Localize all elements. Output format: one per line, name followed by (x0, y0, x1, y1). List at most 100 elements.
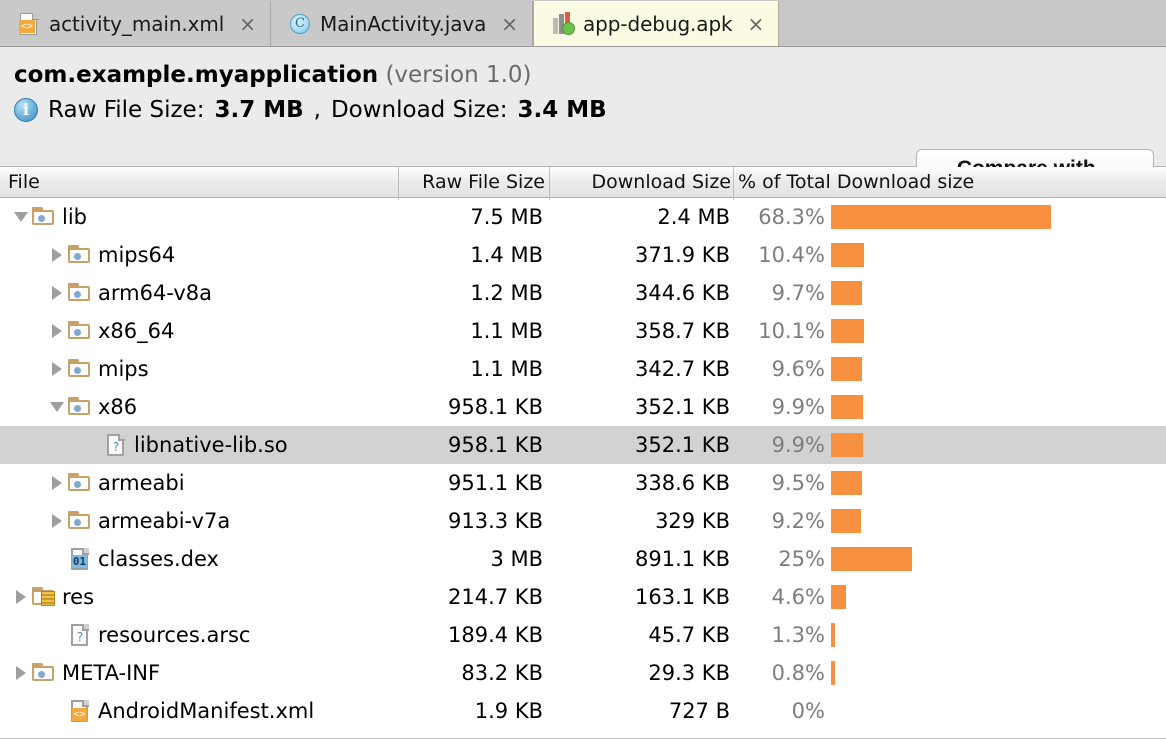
cell-download-size: 371.9 KB (635, 243, 730, 267)
column-header-raw-file-size[interactable]: Raw File Size (398, 167, 549, 197)
expand-toggle-collapsed[interactable] (46, 236, 68, 274)
folder-icon (68, 396, 92, 418)
cell-percent: 0% (791, 699, 825, 723)
tab-mainactivity-java[interactable]: C MainActivity.java × (271, 1, 534, 46)
tab-label: MainActivity.java (320, 11, 487, 36)
table-row[interactable]: armeabi-v7a 913.3 KB 329 KB 9.2% (0, 502, 1166, 540)
expand-toggle-expanded[interactable] (46, 388, 68, 426)
package-name: com.example.myapplication (14, 62, 379, 88)
close-icon[interactable]: × (239, 11, 256, 36)
unknown-file-icon: ? (68, 624, 92, 646)
expand-toggle-collapsed[interactable] (10, 654, 32, 692)
cell-file[interactable]: res (0, 578, 398, 616)
cell-percent: 9.9% (771, 395, 825, 419)
xml-file-icon: <> (18, 12, 40, 36)
cell-percent-bar (831, 692, 1166, 730)
cell-file[interactable]: armeabi (0, 464, 398, 502)
apk-icon (552, 11, 576, 36)
file-name: libnative-lib.so (134, 433, 288, 457)
cell-file[interactable]: mips (0, 350, 398, 388)
cell-file[interactable]: ? libnative-lib.so (0, 426, 398, 464)
cell-percent-bar (831, 350, 1166, 388)
cell-file[interactable]: META-INF (0, 654, 398, 692)
expand-toggle-placeholder (46, 540, 68, 578)
cell-file[interactable]: <> AndroidManifest.xml (0, 692, 398, 730)
cell-file[interactable]: ? resources.arsc (0, 616, 398, 654)
xml-file-icon: <> (68, 700, 92, 722)
expand-toggle-collapsed[interactable] (46, 274, 68, 312)
dex-file-icon: 01 (68, 548, 92, 570)
cell-file[interactable]: mips64 (0, 236, 398, 274)
cell-raw-file-size: 958.1 KB (448, 433, 543, 457)
percent-bar (831, 661, 835, 685)
file-name: x86 (98, 395, 138, 419)
expand-toggle-collapsed[interactable] (46, 350, 68, 388)
file-name: arm64-v8a (98, 281, 212, 305)
table-row[interactable]: lib 7.5 MB 2.4 MB 68.3% (0, 198, 1166, 236)
cell-percent-bar (831, 312, 1166, 350)
expand-toggle-expanded[interactable] (10, 198, 32, 236)
cell-file[interactable]: x86_64 (0, 312, 398, 350)
cell-percent: 9.5% (771, 471, 825, 495)
cell-raw-file-size: 1.4 MB (470, 243, 543, 267)
folder-icon (68, 320, 92, 342)
table-row[interactable]: ? resources.arsc 189.4 KB 45.7 KB 1.3% (0, 616, 1166, 654)
percent-bar (831, 205, 1051, 229)
tab-app-debug-apk[interactable]: app-debug.apk × (533, 1, 780, 46)
expand-toggle-collapsed[interactable] (46, 312, 68, 350)
table-row[interactable]: x86_64 1.1 MB 358.7 KB 10.1% (0, 312, 1166, 350)
cell-percent-bar (831, 198, 1166, 236)
table-row[interactable]: res 214.7 KB 163.1 KB 4.6% (0, 578, 1166, 616)
cell-percent: 68.3% (758, 205, 825, 229)
cell-file[interactable]: x86 (0, 388, 398, 426)
download-size-value: 3.4 MB (517, 97, 607, 123)
cell-percent: 9.2% (771, 509, 825, 533)
expand-toggle-collapsed[interactable] (46, 464, 68, 502)
cell-percent-bar (831, 274, 1166, 312)
cell-download-size: 29.3 KB (648, 661, 730, 685)
table-row[interactable]: META-INF 83.2 KB 29.3 KB 0.8% (0, 654, 1166, 692)
info-icon: i (14, 98, 38, 122)
expand-toggle-collapsed[interactable] (10, 578, 32, 616)
cell-download-size: 352.1 KB (635, 395, 730, 419)
cell-raw-file-size: 7.5 MB (470, 205, 543, 229)
cell-download-size: 163.1 KB (635, 585, 730, 609)
column-header-download-size[interactable]: Download Size (549, 167, 733, 197)
tab-activity-main-xml[interactable]: <> activity_main.xml × (0, 1, 271, 46)
cell-file[interactable]: arm64-v8a (0, 274, 398, 312)
folder-icon (68, 358, 92, 380)
percent-bar (831, 357, 862, 381)
res-folder-icon (32, 586, 56, 608)
cell-file[interactable]: lib (0, 198, 398, 236)
table-row[interactable]: ? libnative-lib.so 958.1 KB 352.1 KB 9.9% (0, 426, 1166, 464)
column-header-file[interactable]: File (8, 171, 40, 193)
cell-download-size: 891.1 KB (635, 547, 730, 571)
percent-bar (831, 547, 912, 571)
percent-bar (831, 395, 863, 419)
table-row[interactable]: x86 958.1 KB 352.1 KB 9.9% (0, 388, 1166, 426)
cell-percent-bar (831, 464, 1166, 502)
apk-file-tree[interactable]: lib 7.5 MB 2.4 MB 68.3% mips64 1.4 MB 371.9 KB… (0, 198, 1166, 730)
cell-file[interactable]: armeabi-v7a (0, 502, 398, 540)
table-row[interactable]: 01 classes.dex 3 MB 891.1 KB 25% (0, 540, 1166, 578)
folder-icon (32, 206, 56, 228)
column-header-percent-of-total[interactable]: % of Total Download size (733, 167, 1166, 197)
close-icon[interactable]: × (747, 11, 765, 36)
table-row[interactable]: <> AndroidManifest.xml 1.9 KB 727 B 0% (0, 692, 1166, 730)
cell-file[interactable]: 01 classes.dex (0, 540, 398, 578)
expand-toggle-collapsed[interactable] (46, 502, 68, 540)
cell-percent: 4.6% (771, 585, 825, 609)
table-row[interactable]: armeabi 951.1 KB 338.6 KB 9.5% (0, 464, 1166, 502)
cell-percent: 0.8% (771, 661, 825, 685)
cell-download-size: 2.4 MB (657, 205, 730, 229)
tab-label: activity_main.xml (49, 11, 225, 36)
table-row[interactable]: mips 1.1 MB 342.7 KB 9.6% (0, 350, 1166, 388)
close-icon[interactable]: × (501, 11, 519, 36)
cell-raw-file-size: 3 MB (490, 547, 543, 571)
cell-download-size: 329 KB (655, 509, 730, 533)
folder-icon (68, 282, 92, 304)
table-row[interactable]: mips64 1.4 MB 371.9 KB 10.4% (0, 236, 1166, 274)
table-row[interactable]: arm64-v8a 1.2 MB 344.6 KB 9.7% (0, 274, 1166, 312)
column-divider (549, 168, 550, 200)
cell-raw-file-size: 1.1 MB (470, 319, 543, 343)
